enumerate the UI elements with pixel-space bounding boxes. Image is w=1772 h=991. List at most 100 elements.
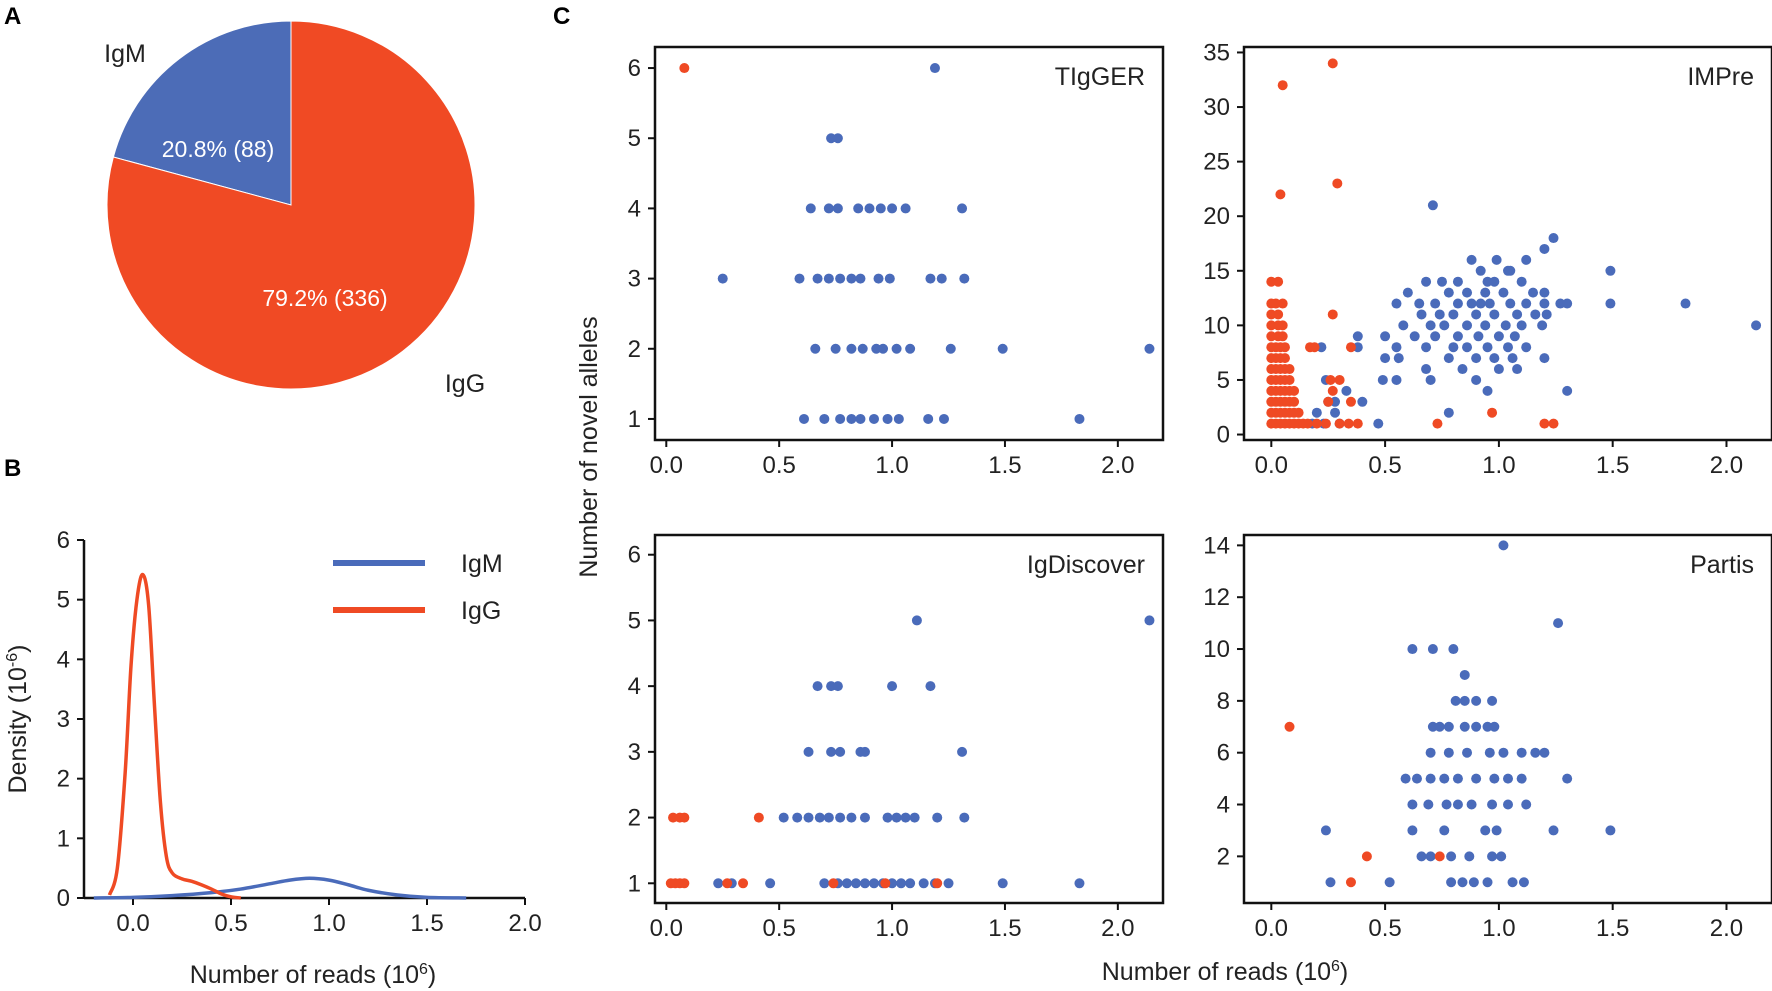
data-point-igg: [1327, 58, 1338, 69]
data-point-igm: [1489, 309, 1500, 320]
data-point-igm: [1491, 825, 1502, 836]
data-point-igm: [832, 681, 843, 692]
data-point-igm: [1471, 695, 1482, 706]
data-point-igm: [1493, 364, 1504, 375]
data-point-igm: [1391, 342, 1402, 353]
data-point-igm: [900, 203, 911, 214]
data-point-igm: [1452, 298, 1463, 309]
data-point-igg: [932, 878, 943, 889]
data-point-igm: [830, 343, 841, 354]
y-tick-label: 1: [628, 870, 641, 897]
plot-frame: [1242, 45, 1772, 442]
data-point-igg: [1284, 721, 1295, 732]
y-tick-label: 5: [628, 607, 641, 634]
legend-label-igm: IgM: [461, 550, 503, 578]
y-axis-title: Density (10-6): [4, 644, 32, 793]
data-point-igm: [925, 273, 936, 284]
data-point-igm: [1393, 353, 1404, 364]
data-point-igm: [1482, 342, 1493, 353]
x-tick-label: 2.0: [508, 910, 541, 937]
data-point-igg: [1352, 418, 1363, 429]
x-tick-label: 2.0: [1710, 452, 1743, 479]
x-axis-title-sup: 6: [419, 961, 428, 978]
data-point-igm: [855, 413, 866, 424]
data-point-igm: [1505, 265, 1516, 276]
data-point-igm: [805, 203, 816, 214]
y-axis-title-main: Density (10: [4, 667, 32, 793]
data-point-igm: [1509, 331, 1520, 342]
y-tick-label: 2: [628, 336, 641, 363]
data-point-igg: [1334, 374, 1345, 385]
data-point-igm: [803, 746, 814, 757]
y-tick-label: 0: [1217, 422, 1230, 449]
data-point-igm: [1473, 331, 1484, 342]
y-tick-label: 1: [57, 825, 70, 852]
data-point-igm: [823, 812, 834, 823]
data-point-igm: [1512, 364, 1523, 375]
data-point-igm: [835, 273, 846, 284]
data-point-igm: [1452, 331, 1463, 342]
x-tick-label: 1.5: [988, 452, 1021, 479]
data-point-igm: [936, 273, 947, 284]
data-point-igg: [1289, 385, 1300, 396]
y-tick-label: 6: [628, 55, 641, 82]
data-point-igm: [1407, 825, 1418, 836]
data-point-igm: [846, 413, 857, 424]
data-point-igm: [905, 878, 916, 889]
data-point-igm: [1466, 298, 1477, 309]
data-point-igm: [1427, 200, 1438, 211]
data-point-igm: [1421, 364, 1432, 375]
data-point-igm: [846, 812, 857, 823]
data-point-igm: [891, 812, 902, 823]
data-point-igm: [1391, 374, 1402, 385]
data-point-igm: [1605, 298, 1616, 309]
data-point-igm: [1562, 385, 1573, 396]
data-point-igm: [1537, 320, 1548, 331]
data-point-igg: [1279, 342, 1290, 353]
x-axis-title-main: Number of reads (10: [190, 961, 419, 989]
data-point-igg: [1323, 396, 1334, 407]
data-point-igm: [1391, 298, 1402, 309]
data-point-igg: [1432, 418, 1443, 429]
data-point-igg: [1345, 396, 1356, 407]
data-point-igm: [1457, 877, 1468, 888]
data-point-igm: [1439, 320, 1450, 331]
data-point-igm: [1498, 287, 1509, 298]
data-point-igm: [859, 746, 870, 757]
panel-label-a: A: [4, 3, 21, 30]
data-point-igm: [823, 203, 834, 214]
data-point-igm: [1425, 374, 1436, 385]
y-tick-label: 2: [57, 766, 70, 793]
data-point-igm: [929, 63, 940, 74]
data-point-igg: [1345, 877, 1356, 888]
y-tick-label: 10: [1203, 312, 1230, 339]
data-point-igm: [959, 273, 970, 284]
data-point-igm: [1521, 298, 1532, 309]
data-point-igm: [1507, 353, 1518, 364]
y-tick-label: 12: [1203, 584, 1230, 611]
data-point-igg: [1343, 418, 1354, 429]
data-point-igg: [1320, 418, 1331, 429]
plot-title: IMPre: [1687, 63, 1754, 91]
data-point-igm: [826, 746, 837, 757]
data-point-igm: [1443, 407, 1454, 418]
data-point-igg: [1302, 418, 1313, 429]
data-point-igg: [1275, 189, 1286, 200]
pie-value-label-igg: 79.2% (336): [262, 285, 387, 311]
data-point-igm: [1530, 747, 1541, 758]
plot-frame: [653, 45, 1165, 442]
data-point-igm: [1402, 287, 1413, 298]
data-point-igm: [1341, 385, 1352, 396]
data-point-igm: [823, 273, 834, 284]
data-point-igm: [1528, 287, 1539, 298]
data-point-igm: [1541, 309, 1552, 320]
x-tick-label: 0.0: [650, 915, 683, 942]
data-point-igm: [1407, 799, 1418, 810]
data-point-igm: [1480, 287, 1491, 298]
data-point-igm: [1377, 374, 1388, 385]
x-tick-label: 0.5: [214, 910, 247, 937]
data-point-igm: [1437, 276, 1447, 287]
data-point-igm: [1448, 309, 1459, 320]
y-tick-label: 3: [628, 739, 641, 766]
